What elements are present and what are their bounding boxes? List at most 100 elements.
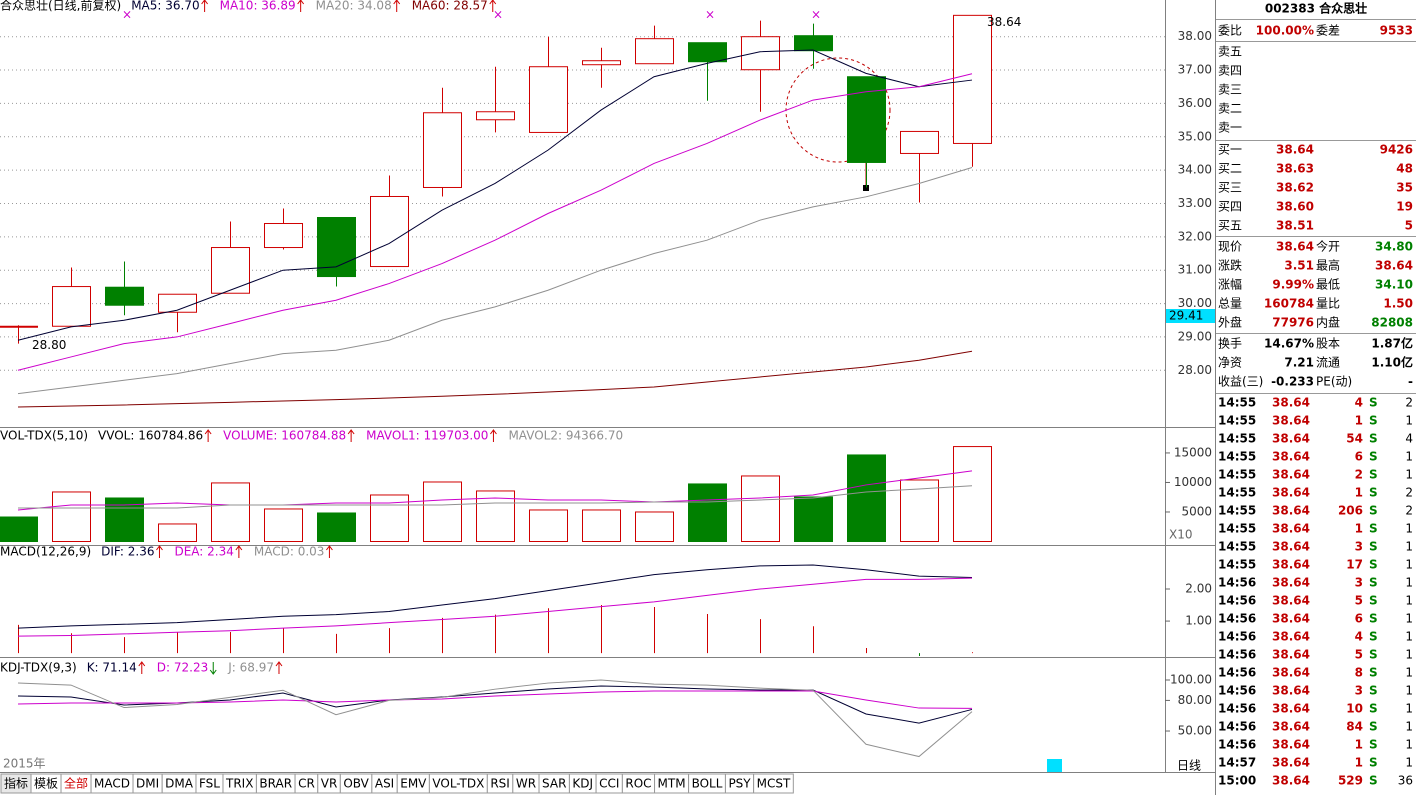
tab-label: MCST <box>757 777 791 791</box>
quote-text: 34.10 <box>1375 278 1413 292</box>
unit-label: X10 <box>1169 528 1193 542</box>
series-line <box>17 350 973 408</box>
candle-body <box>264 223 303 249</box>
candle-body <box>52 286 91 327</box>
tab-label: CCI <box>599 777 619 791</box>
quote-text: 9.99% <box>1272 278 1314 292</box>
tab-label: VOL-TDX <box>432 777 484 791</box>
y-tick-label: 1.00 <box>1185 614 1212 628</box>
quote-text: 1 <box>1355 756 1363 770</box>
quote-text: 涨跌 <box>1218 258 1242 273</box>
quote-text: 买二 <box>1218 162 1242 176</box>
candle-body <box>688 42 727 63</box>
candle-body <box>529 66 568 133</box>
quote-text: 3.51 <box>1284 259 1314 273</box>
tab-label: 模板 <box>34 777 58 791</box>
quote-text: 卖五 <box>1218 45 1242 59</box>
quote-text: 1 <box>1405 702 1413 716</box>
quote-text: 14:55 <box>1218 468 1256 482</box>
y-tick-label: 28.00 <box>1178 363 1212 377</box>
quote-text: 38.62 <box>1276 181 1314 195</box>
chart-title: KDJ-TDX(9,3) <box>0 661 77 675</box>
y-tick-label: 80.00 <box>1178 693 1212 707</box>
quote-text: 38.64 <box>1272 738 1310 752</box>
quote-text: 4 <box>1405 432 1413 446</box>
trend-arrow <box>297 0 305 12</box>
tab-label: MTM <box>658 777 686 791</box>
quote-text: 2 <box>1405 396 1413 410</box>
quote-text: S <box>1369 738 1378 752</box>
legend-entry: MACD: 0.03 <box>254 545 325 559</box>
trend-arrow <box>490 429 497 442</box>
volume-bar <box>635 511 674 542</box>
quote-text: S <box>1369 684 1378 698</box>
quote-text: 1 <box>1405 594 1413 608</box>
volume-bar <box>529 509 568 542</box>
trend-arrow <box>156 545 163 558</box>
volume-bar <box>52 491 91 542</box>
quote-text: 1.87亿 <box>1371 336 1413 351</box>
quote-text: S <box>1369 612 1378 626</box>
quote-text: 38.64 <box>1272 648 1310 662</box>
quote-text: 36 <box>1398 774 1413 788</box>
series-line <box>17 49 973 341</box>
quote-text: 1 <box>1405 450 1413 464</box>
quote-text: 84 <box>1346 720 1363 734</box>
quote-text: 1 <box>1405 738 1413 752</box>
quote-text: S <box>1369 648 1378 662</box>
volume-bar <box>211 482 250 542</box>
quote-text: 14:56 <box>1218 630 1256 644</box>
quote-text: 现价 <box>1218 240 1242 254</box>
quote-text: 529 <box>1338 774 1363 788</box>
quote-text: 1 <box>1405 414 1413 428</box>
quote-text: 外盘 <box>1218 315 1242 330</box>
quote-text: 38.64 <box>1272 684 1310 698</box>
quote-text: 14:55 <box>1218 504 1256 518</box>
candle-body <box>953 14 992 144</box>
quote-text: 38.64 <box>1272 432 1310 446</box>
volume-bar <box>900 479 939 543</box>
volume-bar <box>582 509 621 542</box>
quote-text: 今开 <box>1316 239 1340 254</box>
quote-text: 1 <box>1405 756 1413 770</box>
tab-label: 指标 <box>4 776 28 791</box>
quote-text: 买三 <box>1218 181 1242 195</box>
low-label: 28.80 <box>32 338 66 352</box>
y-tick-label: 10000 <box>1174 475 1212 489</box>
y-tick-label: 5000 <box>1181 504 1212 518</box>
quote-text: S <box>1369 630 1378 644</box>
quote-text: 38.64 <box>1272 702 1310 716</box>
quote-text: 1 <box>1355 522 1363 536</box>
quote-text: 14.67% <box>1264 337 1314 351</box>
y-tick-label: 50.00 <box>1178 724 1212 738</box>
tab[interactable] <box>753 773 794 794</box>
svg-text:×: × <box>122 8 132 22</box>
volume-bar <box>794 496 833 543</box>
quote-text: 38.64 <box>1272 720 1310 734</box>
quote-text: S <box>1369 522 1378 536</box>
period-label: 日线 <box>1177 759 1201 773</box>
tab-label: DMA <box>165 777 194 791</box>
quote-text: 38.64 <box>1272 612 1310 626</box>
quote-text: 38.64 <box>1272 558 1310 572</box>
candle-body <box>370 195 409 268</box>
quote-text: 38.64 <box>1272 396 1310 410</box>
quote-text: 委比 <box>1218 24 1242 38</box>
handle <box>863 185 869 191</box>
quote-text: 14:56 <box>1218 684 1256 698</box>
tab-label: WR <box>516 777 536 791</box>
quote-text: 14:56 <box>1218 702 1256 716</box>
quote-text: 14:55 <box>1218 414 1256 428</box>
quote-text: 15:00 <box>1218 774 1256 788</box>
trend-arrow <box>347 429 355 442</box>
quote-text: -0.233 <box>1271 375 1314 389</box>
quote-text: 1 <box>1405 540 1413 554</box>
cursor-x-box <box>1047 759 1062 772</box>
quote-text: 7.21 <box>1284 356 1314 370</box>
quote-text: 2 <box>1405 504 1413 518</box>
quote-text: 14:56 <box>1218 576 1256 590</box>
quote-text: 卖一 <box>1218 121 1242 135</box>
quote-text: 48 <box>1396 162 1413 176</box>
quote-text: S <box>1369 450 1378 464</box>
y-tick-label: 32.00 <box>1178 229 1212 243</box>
